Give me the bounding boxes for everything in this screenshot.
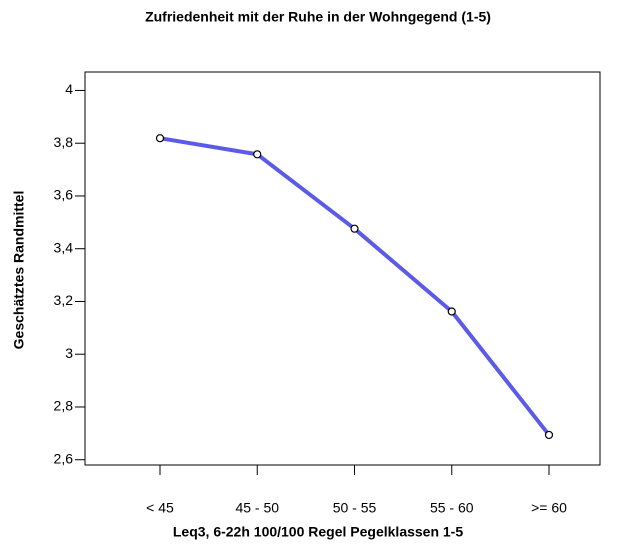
y-tick-label: 3,6 xyxy=(54,187,74,203)
data-point xyxy=(447,307,456,316)
data-point xyxy=(544,430,554,440)
y-tick-label: 3,8 xyxy=(54,134,74,150)
y-tick-label: 4 xyxy=(65,81,73,97)
x-tick-label: 45 - 50 xyxy=(235,500,279,516)
x-tick-label: 50 - 55 xyxy=(333,500,377,516)
x-tick-label: 55 - 60 xyxy=(430,500,474,516)
plot-frame xyxy=(84,71,601,466)
x-tick-label: >= 60 xyxy=(531,500,567,516)
data-point xyxy=(253,150,262,159)
data-point xyxy=(350,224,359,233)
data-line xyxy=(159,136,551,437)
y-axis-label: Geschätztes Randmittel xyxy=(11,191,27,350)
x-tick-label: < 45 xyxy=(146,500,174,516)
y-tick-label: 3 xyxy=(65,345,73,361)
y-tick-label: 2,6 xyxy=(54,450,74,466)
y-tick-label: 3,4 xyxy=(54,239,74,255)
chart-title: Zufriedenheit mit der Ruhe in der Wohnge… xyxy=(145,9,491,25)
y-tick-label: 2,8 xyxy=(54,398,74,414)
y-tick-label: 3,2 xyxy=(54,292,74,308)
x-axis-label: Leq3, 6-22h 100/100 Regel Pegelklassen 1… xyxy=(173,524,463,540)
data-point xyxy=(155,134,165,143)
